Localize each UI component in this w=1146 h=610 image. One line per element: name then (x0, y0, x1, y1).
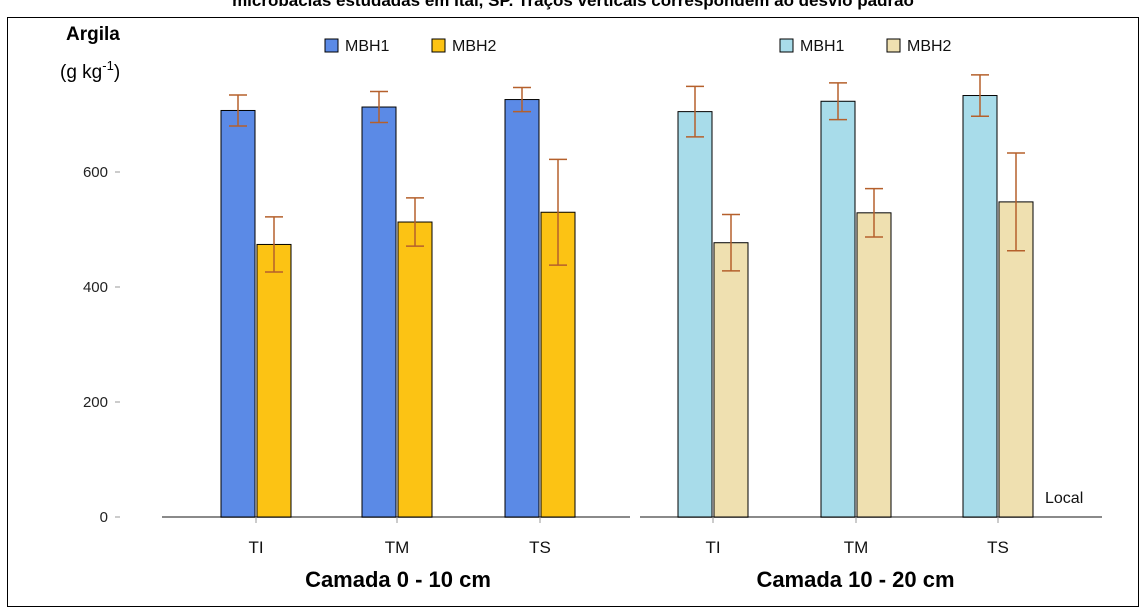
legends-group: MBH1 MBH2 MBH1 MBH2 (324, 38, 952, 55)
legend-label: MBH2 (452, 38, 497, 55)
y-axis-unit: (g kg-1) (60, 58, 120, 83)
y-tick-label: 0 (100, 509, 108, 526)
bar (713, 242, 749, 518)
bar (361, 106, 397, 518)
bar (677, 111, 713, 518)
y-axis-unit-close: ) (114, 62, 120, 83)
legend-swatch (324, 38, 339, 53)
bar (504, 99, 540, 518)
legend-swatch (779, 38, 794, 53)
error-bars-group (229, 74, 1025, 273)
bar (820, 100, 856, 518)
bar (998, 201, 1034, 518)
legend-swatch (886, 38, 901, 53)
bar (856, 212, 892, 518)
panel-label: Camada 10 - 20 cm (756, 567, 954, 592)
y-axis-unit-base: (g kg (60, 62, 102, 83)
legend-label: MBH1 (345, 38, 390, 55)
x-axis-title: Local (1045, 490, 1083, 507)
y-tick-label: 600 (83, 164, 108, 181)
x-tick-label: TI (705, 538, 720, 557)
legend-swatch (431, 38, 446, 53)
y-axis-unit-superscript: -1 (102, 58, 114, 73)
x-tick-label: TM (844, 538, 869, 557)
x-tick-label: TI (248, 538, 263, 557)
bar (220, 109, 256, 518)
bars-group (220, 95, 1034, 518)
x-tick-label: TS (987, 538, 1009, 557)
y-axis-title: Argila (66, 24, 120, 45)
panel-label: Camada 0 - 10 cm (305, 567, 491, 592)
x-tick-label: TS (529, 538, 551, 557)
figure-caption: microbacias estudadas em Itaí, SP. Traço… (232, 0, 914, 10)
bar (397, 221, 433, 518)
legend-label: MBH1 (800, 38, 845, 55)
y-tick-label: 400 (83, 279, 108, 296)
bar (256, 243, 292, 518)
legend-label: MBH2 (907, 38, 952, 55)
x-tick-label: TM (385, 538, 410, 557)
labels-group: TI TM TS Camada 0 - 10 cm TI TM TS Camada 10 - … (248, 538, 1008, 592)
y-tick-label: 200 (83, 394, 108, 411)
bar (962, 95, 998, 518)
